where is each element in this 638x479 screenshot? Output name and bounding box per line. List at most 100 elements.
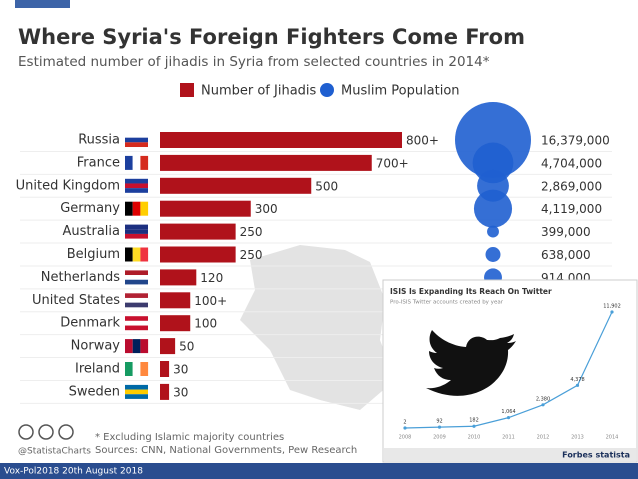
flag xyxy=(125,302,148,308)
value-label: 50 xyxy=(179,340,194,354)
point-label: 4,378 xyxy=(570,377,584,383)
flag xyxy=(125,275,148,280)
flag xyxy=(132,362,141,376)
x-tick-label: 2011 xyxy=(502,435,515,441)
flag xyxy=(125,394,148,399)
x-tick-label: 2009 xyxy=(433,435,446,441)
x-tick-label: 2012 xyxy=(537,435,550,441)
inset-subtitle: Pro-ISIS Twitter accounts created by yea… xyxy=(390,300,504,306)
category-label: Russia xyxy=(78,133,120,148)
x-tick-label: 2014 xyxy=(606,435,619,441)
point-label: 1,064 xyxy=(501,409,515,415)
bar xyxy=(160,200,251,217)
inset-title: ISIS Is Expanding Its Reach On Twitter xyxy=(390,287,552,296)
flag xyxy=(125,155,133,170)
value-label: 100 xyxy=(194,317,217,331)
flag xyxy=(125,279,148,285)
point xyxy=(506,416,511,420)
flag xyxy=(125,297,148,303)
point xyxy=(610,310,614,314)
category-label: Norway xyxy=(71,339,121,354)
flag xyxy=(125,224,148,230)
flag xyxy=(125,133,148,138)
legend-label: Muslim Population xyxy=(341,84,460,99)
bubble xyxy=(473,189,513,228)
value-label: 300 xyxy=(255,202,278,216)
cc-icons xyxy=(18,424,74,440)
flag xyxy=(140,362,149,376)
twitter-bird xyxy=(426,330,516,396)
flag xyxy=(125,389,148,395)
category-label: Belgium xyxy=(67,247,120,262)
point xyxy=(541,403,545,407)
category-label: Netherlands xyxy=(41,270,120,285)
x-tick-label: 2013 xyxy=(571,435,584,441)
value-label: 800+ xyxy=(406,134,439,148)
category-label: France xyxy=(77,155,120,170)
flag xyxy=(125,188,148,193)
legend-swatch xyxy=(180,83,194,97)
flag xyxy=(125,325,148,331)
population-label: 4,119,000 xyxy=(541,202,602,216)
value-label: 30 xyxy=(173,363,188,377)
bar xyxy=(160,361,170,377)
flag xyxy=(140,339,149,354)
flag xyxy=(125,183,148,189)
legend-swatch xyxy=(320,83,334,97)
flag xyxy=(132,247,141,262)
flag xyxy=(140,201,149,216)
flag xyxy=(125,384,148,390)
bar xyxy=(160,246,236,263)
bar xyxy=(160,223,236,240)
flag xyxy=(132,155,141,170)
bar xyxy=(160,292,191,309)
point-label: 11,902 xyxy=(603,304,621,310)
point-label: 92 xyxy=(436,419,442,425)
population-label: 2,869,000 xyxy=(541,179,602,193)
category-label: United Kingdom xyxy=(16,178,120,193)
bar xyxy=(160,132,402,148)
value-label: 30 xyxy=(173,385,188,399)
category-label: Ireland xyxy=(75,362,120,377)
flag xyxy=(132,201,141,216)
bubble xyxy=(472,142,514,184)
population-label: 638,000 xyxy=(541,248,591,262)
value-label: 250 xyxy=(240,248,263,262)
footer-note: * Excluding Islamic majority countries xyxy=(95,432,284,443)
point xyxy=(472,424,476,428)
flag xyxy=(140,247,149,262)
footer-handle: @StatistaCharts xyxy=(18,447,91,457)
flag xyxy=(125,201,133,216)
flag xyxy=(125,178,148,184)
bubble xyxy=(487,225,499,238)
point-label: 2,380 xyxy=(536,396,550,402)
x-tick-label: 2010 xyxy=(468,435,481,441)
flag xyxy=(125,137,148,143)
flag xyxy=(132,339,141,354)
flag xyxy=(125,293,148,298)
flag xyxy=(125,320,148,326)
bar xyxy=(160,154,372,171)
flag xyxy=(125,339,133,354)
population-label: 16,379,000 xyxy=(541,134,610,148)
flag xyxy=(125,233,148,239)
inset-panel xyxy=(382,279,638,463)
flag xyxy=(125,270,148,276)
flag xyxy=(125,142,148,148)
x-tick-label: 2008 xyxy=(399,435,412,441)
point xyxy=(403,426,407,430)
bar xyxy=(160,269,197,286)
chart-subtitle: Estimated number of jihadis in Syria fro… xyxy=(18,54,490,70)
map-shape xyxy=(240,245,395,410)
bar xyxy=(160,338,176,355)
category-label: Australia xyxy=(62,224,120,239)
slide-caption: Vox-Pol2018 20th August 2018 xyxy=(4,467,143,477)
slide-footer xyxy=(0,463,638,479)
point xyxy=(575,383,580,387)
inset-footer xyxy=(384,448,636,461)
footer-sources: Sources: CNN, National Governments, Pew … xyxy=(95,445,357,456)
legend-label: Number of Jihadis xyxy=(201,84,317,99)
point xyxy=(437,425,442,429)
population-label: 399,000 xyxy=(541,225,591,239)
